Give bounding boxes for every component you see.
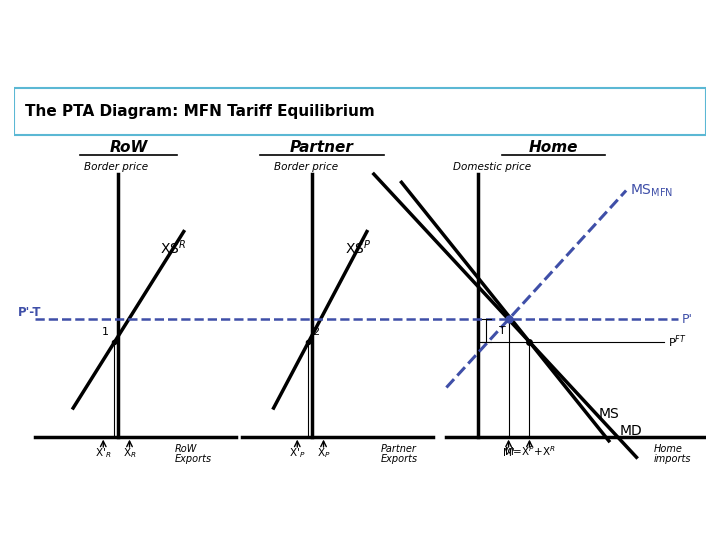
Text: MD: MD [619,424,642,438]
Text: 2: 2 [312,327,320,337]
Text: P'-T: P'-T [18,306,41,319]
Text: Domestic price: Domestic price [454,161,531,172]
Text: 1: 1 [102,327,109,337]
Text: Theory and Politics of European Integration: Theory and Politics of European Integrat… [14,26,456,44]
Text: X$_R$: X$_R$ [122,447,136,460]
Text: T: T [499,326,505,336]
Text: X'$_R$: X'$_R$ [95,447,112,460]
Text: Exports: Exports [381,454,418,464]
Text: X$_P$: X$_P$ [317,447,330,460]
Text: Border price: Border price [274,161,338,172]
Text: imports: imports [654,454,691,464]
Text: The PTA Diagram: MFN Tariff Equilibrium: The PTA Diagram: MFN Tariff Equilibrium [24,104,374,119]
Text: RoW: RoW [175,444,197,454]
Text: Border price: Border price [84,161,148,172]
Text: Exports: Exports [175,454,212,464]
Text: XS$^P$: XS$^P$ [345,239,371,257]
Text: XS$^R$: XS$^R$ [160,239,186,257]
Text: Lecture 3: Lecture 3 [562,26,657,44]
Text: M': M' [503,448,514,458]
Text: P$^{FT}$: P$^{FT}$ [667,334,686,350]
Text: P': P' [681,313,693,326]
FancyBboxPatch shape [14,88,706,135]
Text: Partner: Partner [381,444,417,454]
Text: Home: Home [528,140,578,155]
Text: M=X$^P$+X$^R$: M=X$^P$+X$^R$ [503,444,555,458]
Text: Home: Home [654,444,683,454]
Text: Partner: Partner [290,140,354,155]
Text: MS$_{\mathregular{MFN}}$: MS$_{\mathregular{MFN}}$ [629,183,672,199]
Text: MS: MS [598,407,619,421]
Text: X'$_P$: X'$_P$ [289,447,305,460]
Text: RoW: RoW [109,140,148,155]
